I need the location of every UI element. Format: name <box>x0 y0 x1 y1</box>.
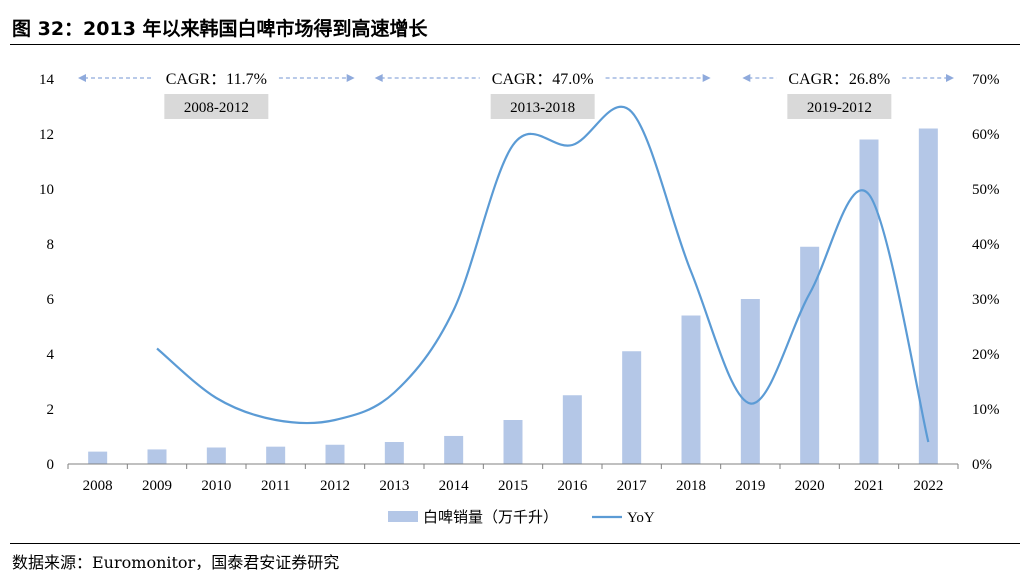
legend-line-label: YoY <box>627 510 655 526</box>
y-left-tick-label: 4 <box>47 347 55 363</box>
source-note: 数据来源：Euromonitor，国泰君安证券研究 <box>12 553 340 572</box>
bar-2008 <box>88 451 108 464</box>
y-left-tick-label: 14 <box>39 72 55 88</box>
x-tick-label: 2018 <box>676 478 706 494</box>
legend: 白啤销量（万千升） YoY <box>388 509 655 526</box>
legend-bar-swatch <box>388 511 418 522</box>
x-tick-label: 2022 <box>913 478 943 494</box>
bottom-rule <box>10 543 1020 544</box>
cagr-label: CAGR：11.7% <box>166 71 267 88</box>
y-right-tick-label: 60% <box>972 127 1000 143</box>
bar-2014 <box>444 435 464 464</box>
period-label: 2019-2012 <box>807 100 872 116</box>
arrow-right-head <box>702 74 711 82</box>
x-tick-label: 2016 <box>557 478 588 494</box>
yoy-line-series <box>156 105 930 443</box>
x-tick-label: 2012 <box>320 478 350 494</box>
x-tick-label: 2019 <box>735 478 765 494</box>
period-label: 2013-2018 <box>510 100 575 116</box>
yoy-line <box>156 105 930 443</box>
bar-2017 <box>622 351 642 464</box>
y-right-tick-label: 30% <box>972 292 1000 308</box>
x-tick-label: 2010 <box>201 478 231 494</box>
cagr-label: CAGR：26.8% <box>788 71 890 88</box>
x-tick-label: 2017 <box>617 478 648 494</box>
y-left-tick-label: 8 <box>47 237 55 253</box>
axes: 2008 2009 2010 2011 2012 2013 2014 2015 2016 2017… <box>39 72 1000 494</box>
cagr-annotation: CAGR：26.8% 2019-2012 <box>742 71 954 119</box>
y-left-tick-label: 10 <box>39 182 54 198</box>
arrow-left-head <box>374 74 383 82</box>
bar-2009 <box>147 449 167 464</box>
arrow-left-head <box>78 74 86 82</box>
y-left-tick-label: 2 <box>47 402 55 418</box>
bar-2012 <box>325 444 345 464</box>
cagr-annotations: CAGR：11.7%2008-2012CAGR：47.0%2013-2018CA… <box>78 71 954 119</box>
period-box <box>490 94 595 119</box>
y-right-tick-label: 10% <box>972 402 1000 418</box>
bar-2016 <box>562 395 582 464</box>
arrow-left-head <box>742 74 751 82</box>
y-right-tick-label: 20% <box>972 347 1000 363</box>
x-tick-label: 2013 <box>379 478 409 494</box>
x-tick-label: 2009 <box>142 478 172 494</box>
y-right-tick-label: 50% <box>972 182 1000 198</box>
top-rule <box>10 44 1020 45</box>
bar-2021 <box>859 139 879 464</box>
legend-bar-label: 白啤销量（万千升） <box>423 509 558 526</box>
bar-2011 <box>266 446 286 464</box>
bar-2022 <box>918 128 938 464</box>
x-tick-label: 2011 <box>261 478 290 494</box>
cagr-annotation: CAGR：47.0% 2013-2018 <box>374 71 711 119</box>
x-tick-label: 2014 <box>439 478 470 494</box>
period-box <box>787 94 892 119</box>
y-right-tick-label: 40% <box>972 237 1000 253</box>
y-right-tick-label: 0% <box>972 457 992 473</box>
cagr-annotation: CAGR：11.7% 2008-2012 <box>78 71 355 119</box>
period-label: 2008-2012 <box>184 100 249 116</box>
bar-2010 <box>206 447 226 464</box>
arrow-right-head <box>346 74 355 82</box>
bar-2013 <box>384 442 404 464</box>
period-box <box>164 94 269 119</box>
x-tick-label: 2020 <box>795 478 825 494</box>
y-left-tick-label: 12 <box>39 127 54 143</box>
arrow-right-head <box>946 74 954 82</box>
x-tick-label: 2008 <box>83 478 113 494</box>
y-right-tick-label: 70% <box>972 72 1000 88</box>
bar-2019 <box>740 299 760 464</box>
x-tick-label: 2021 <box>854 478 884 494</box>
bar-series <box>88 128 938 464</box>
y-left-tick-label: 0 <box>47 457 55 473</box>
cagr-label: CAGR：47.0% <box>492 71 594 88</box>
figure-title: 图 32：2013 年以来韩国白啤市场得到高速增长 <box>12 18 428 40</box>
bar-2018 <box>681 315 701 464</box>
bar-2015 <box>503 420 523 464</box>
y-left-tick-label: 6 <box>47 292 55 308</box>
x-tick-label: 2015 <box>498 478 528 494</box>
